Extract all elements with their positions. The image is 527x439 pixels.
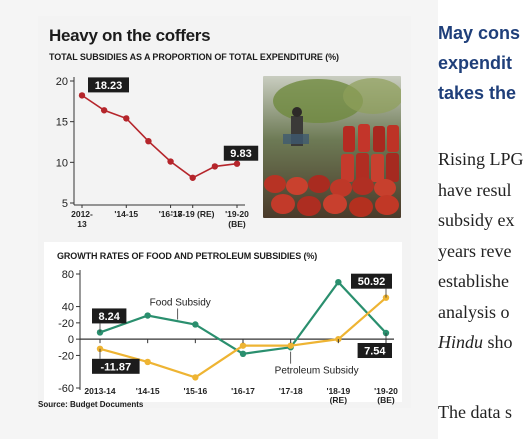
headline-line: takes the <box>438 83 517 103</box>
petroleum-subsidy-legend: Petroleum Subsidy <box>275 366 359 377</box>
data-point <box>335 278 342 286</box>
body-line-last: Hindu sho <box>438 327 527 358</box>
lpg-cylinders-image <box>263 76 401 218</box>
data-label: 7.54 <box>364 346 386 358</box>
x-tick-label: '14-15 <box>136 386 160 396</box>
y-tick-label: 80 <box>62 269 74 281</box>
data-point <box>211 163 219 170</box>
data-point <box>189 174 196 181</box>
data-point <box>100 107 108 114</box>
data-point <box>145 137 152 145</box>
data-label: 8.24 <box>98 311 120 323</box>
article-body: Rising LPG have resul subsidy ex years r… <box>438 144 527 358</box>
data-label: 9.83 <box>230 148 251 160</box>
data-point <box>239 342 247 349</box>
data-label: 18.23 <box>95 80 123 92</box>
x-tick-label-line: 13 <box>77 219 87 229</box>
headline-line: expendit <box>438 53 513 73</box>
y-tick-label: -20 <box>58 350 74 362</box>
y-tick-label: 10 <box>56 157 68 169</box>
data-point <box>233 160 241 167</box>
food-subsidy-legend: Food Subsidy <box>150 298 211 309</box>
data-point <box>287 342 294 349</box>
x-tick-label: '16-17 <box>231 386 255 396</box>
x-tick-label: 2012-13 <box>71 209 93 229</box>
body-line: have resul <box>438 179 512 200</box>
article-second-paragraph: The data s <box>438 402 512 422</box>
chart-1-title: TOTAL SUBSIDIES AS A PROPORTION OF TOTAL… <box>49 52 339 62</box>
x-tick-label: '18-19 (RE) <box>326 386 350 405</box>
x-tick-label-line: '14-15 <box>114 209 138 219</box>
data-label-box <box>351 273 392 289</box>
publication-name: Hindu <box>438 332 483 352</box>
y-tick-label: 0 <box>68 334 74 346</box>
subsidy-proportion-chart: 5 10 15 20 2012-13 '14-15 '16-17'18-19 (RE) '19… <box>56 76 259 229</box>
data-point <box>192 321 199 328</box>
article-column: May cons expendit takes the Rising LPG h… <box>438 0 527 439</box>
x-tick-label-line: (RE) <box>330 395 348 405</box>
x-tick-label-line: '19-20 <box>225 209 249 219</box>
x-tick-label: '19-20 (BE) <box>374 386 398 405</box>
x-tick-label: '16-17 <box>159 209 183 219</box>
x-tick-label-line: '16-17 <box>231 386 255 396</box>
body-line: subsidy ex <box>438 210 515 230</box>
source-note: Source: Budget Documents <box>38 400 144 409</box>
data-point <box>167 158 174 165</box>
data-point <box>192 374 199 381</box>
x-tick-label-line: '18-19 (RE) <box>171 209 215 219</box>
y-tick-label: 15 <box>56 117 68 129</box>
headline-line: May cons <box>438 23 521 43</box>
x-tick-label: '19-20 (BE) <box>225 209 249 229</box>
data-label-box <box>92 358 140 374</box>
data-label: 50.92 <box>358 276 386 288</box>
data-point <box>239 350 247 357</box>
x-tick-label-line: 2013-14 <box>84 386 115 396</box>
x-tick-label-line: '18-19 <box>326 386 350 396</box>
body-line-rest: sho <box>483 332 513 352</box>
body-line: analysis o <box>438 301 510 322</box>
y-tick-label: 40 <box>62 302 74 314</box>
series-line <box>81 94 238 179</box>
y-tick-label: 20 <box>56 76 68 88</box>
data-label-box <box>357 343 392 359</box>
y-tick-label: 5 <box>62 198 68 210</box>
x-tick-label: '18-19 (RE) <box>171 209 215 219</box>
x-tick-label-line: 2012- <box>71 209 93 219</box>
x-tick-label-line: '19-20 <box>374 386 398 396</box>
x-tick-label-line: '15-16 <box>183 386 207 396</box>
data-label: -11.87 <box>101 361 132 373</box>
article-headline: May cons expendit takes the <box>438 18 527 108</box>
y-tick-label: -20 <box>58 318 74 330</box>
body-line: establishe <box>438 271 509 291</box>
data-point <box>335 335 342 343</box>
x-tick-label: '14-15 <box>114 209 138 219</box>
growth-rates-chart: -60 -20 0 -20 40 80 2013-14 '14-15 '15-16 '16-17 '… <box>58 269 398 405</box>
data-point <box>144 312 151 319</box>
data-label-box <box>88 77 129 93</box>
data-point <box>96 345 104 353</box>
x-tick-label: 2013-14 <box>84 386 115 396</box>
data-label-box <box>92 308 127 324</box>
x-tick-label: '17-18 <box>279 386 303 396</box>
data-point <box>382 329 390 337</box>
x-tick-label-line: '16-17 <box>159 209 183 219</box>
infographic-title: Heavy on the coffers <box>49 26 211 45</box>
body-line: Rising LPG <box>438 149 524 169</box>
data-point <box>144 358 151 366</box>
x-tick-label-line: '17-18 <box>279 386 303 396</box>
infographic-card: Heavy on the coffers TOTAL SUBSIDIES AS … <box>38 16 411 409</box>
lpg-cylinders-photo <box>263 76 401 218</box>
x-tick-label: '15-16 <box>183 386 207 396</box>
data-point <box>78 92 86 99</box>
y-tick-label: -60 <box>58 383 74 395</box>
data-label-box <box>223 145 259 161</box>
x-tick-label-line: '14-15 <box>136 386 160 396</box>
x-tick-label-line: (BE) <box>377 395 395 405</box>
chart-2-title: GROWTH RATES OF FOOD AND PETROLEUM SUBSI… <box>57 251 318 261</box>
data-point <box>123 115 130 122</box>
x-tick-label-line: (BE) <box>228 219 246 229</box>
body-line: years reve <box>438 240 512 261</box>
